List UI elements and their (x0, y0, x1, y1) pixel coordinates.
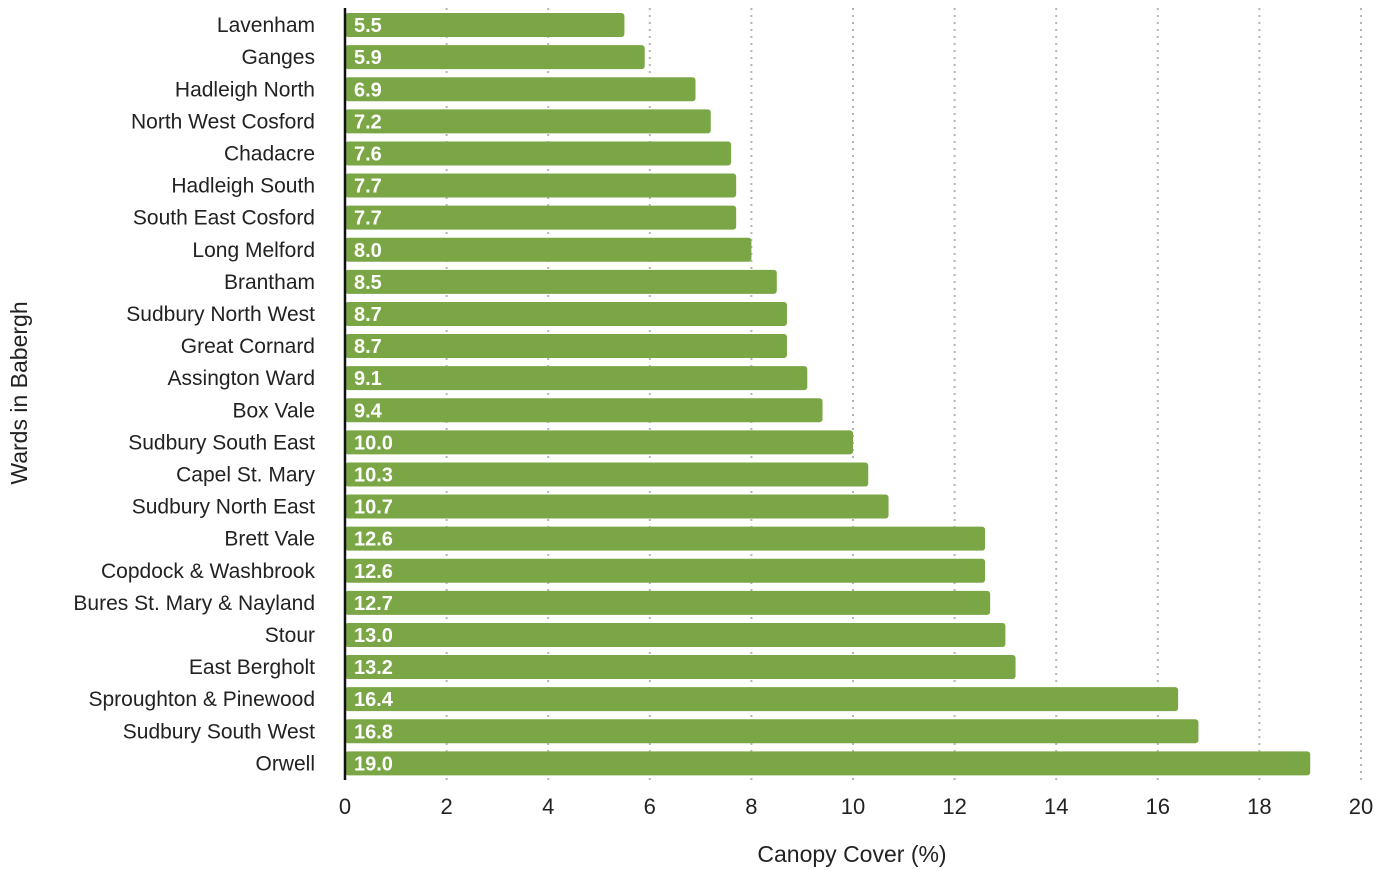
bar (345, 719, 1199, 744)
category-label: Lavenham (217, 14, 315, 37)
x-tick-label: 14 (1044, 794, 1068, 819)
bar (345, 109, 711, 134)
category-label: Box Vale (233, 399, 316, 422)
bar (345, 301, 787, 326)
bar (345, 205, 737, 230)
bar (345, 269, 777, 294)
bar (345, 398, 823, 423)
x-tick-label: 16 (1146, 794, 1170, 819)
category-label: Brantham (224, 271, 315, 294)
bar (345, 494, 889, 519)
category-labels: Lavenham Ganges Hadleigh North North West C… (73, 14, 315, 775)
bar (345, 77, 696, 102)
x-tick-label: 2 (440, 794, 452, 819)
bar-value-label: 10.7 (354, 497, 393, 519)
bar-value-label: 5.9 (354, 47, 382, 69)
bar (345, 173, 737, 198)
bar (345, 526, 986, 551)
category-label: Great Cornard (181, 335, 315, 358)
bar-value-label: 13.2 (354, 657, 393, 679)
category-label: Copdock & Washbrook (101, 560, 315, 583)
bar-value-label: 8.7 (354, 304, 382, 326)
x-tick-label: 12 (942, 794, 966, 819)
category-label: South East Cosford (133, 207, 315, 230)
bar-value-label: 16.8 (354, 721, 393, 743)
bar (345, 462, 869, 487)
bar (345, 590, 991, 615)
category-label: Sudbury South East (128, 431, 315, 454)
bar-value-label: 5.5 (354, 15, 382, 37)
x-tick-label: 8 (745, 794, 757, 819)
x-tick-label: 4 (542, 794, 554, 819)
bar (345, 751, 1311, 776)
category-label: Hadleigh South (171, 175, 315, 198)
x-tick-label: 0 (339, 794, 351, 819)
bar-value-label: 9.1 (354, 368, 382, 390)
x-tick-label: 20 (1349, 794, 1373, 819)
category-label: Stour (265, 624, 315, 647)
bar (345, 45, 645, 70)
bar-value-label: 8.5 (354, 272, 382, 294)
bars: 5.5 5.9 6.9 7.2 7.6 7.7 7.7 8.0 8.5 8.7 8.7 9.1 9.4 1… (345, 13, 1311, 776)
bar (345, 237, 752, 262)
x-tick-label: 18 (1247, 794, 1271, 819)
bar (345, 655, 1016, 680)
bar-value-label: 7.7 (354, 176, 382, 198)
category-label: Brett Vale (224, 528, 315, 551)
category-label: Chadacre (224, 142, 315, 165)
bar (345, 13, 625, 38)
category-label: Assington Ward (168, 367, 315, 390)
category-label: Ganges (241, 46, 315, 69)
bar (345, 334, 787, 359)
bar-value-label: 19.0 (354, 753, 393, 775)
x-tick-label: 10 (841, 794, 865, 819)
x-tick-label: 6 (644, 794, 656, 819)
bar (345, 430, 853, 455)
bar (345, 687, 1179, 712)
bar-value-label: 7.7 (354, 208, 382, 230)
bar-value-label: 12.6 (354, 561, 393, 583)
bar-value-label: 12.7 (354, 593, 393, 615)
y-axis-title: Wards in Babergh (6, 301, 32, 484)
x-axis-title: Canopy Cover (%) (757, 841, 946, 867)
category-label: Sudbury North East (132, 496, 315, 519)
bar-value-label: 8.0 (354, 240, 382, 262)
bar (345, 622, 1006, 647)
bar-value-label: 7.2 (354, 111, 382, 133)
bar-value-label: 13.0 (354, 625, 393, 647)
category-label: North West Cosford (131, 110, 315, 133)
bar (345, 558, 986, 583)
category-label: Orwell (255, 752, 315, 775)
bar-value-label: 10.3 (354, 464, 393, 486)
bar (345, 366, 808, 391)
category-label: Hadleigh North (175, 78, 315, 101)
bar-value-label: 9.4 (354, 400, 383, 422)
category-label: East Bergholt (189, 656, 315, 679)
bar (345, 141, 732, 166)
bar-value-label: 8.7 (354, 336, 382, 358)
category-label: Sproughton & Pinewood (89, 688, 316, 711)
category-label: Bures St. Mary & Nayland (73, 592, 315, 615)
gridlines (445, 8, 1362, 780)
category-label: Sudbury North West (126, 303, 315, 326)
bar-value-label: 16.4 (354, 689, 394, 711)
category-label: Sudbury South West (123, 720, 315, 743)
x-tick-labels: 0 2 4 6 8 10 12 14 16 18 20 (339, 794, 1373, 819)
category-label: Capel St. Mary (176, 463, 315, 486)
bar-value-label: 7.6 (354, 143, 382, 165)
category-label: Long Melford (192, 239, 315, 262)
bar-value-label: 12.6 (354, 529, 393, 551)
bar-value-label: 10.0 (354, 432, 393, 454)
bar-value-label: 6.9 (354, 79, 382, 101)
